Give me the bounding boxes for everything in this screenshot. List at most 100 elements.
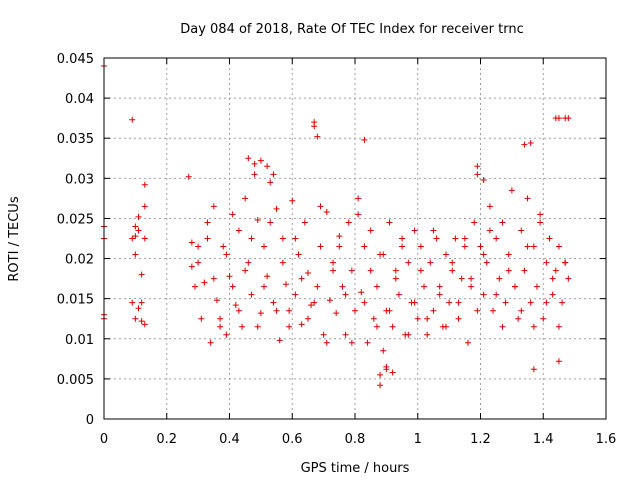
data-point: [129, 299, 136, 306]
data-point: [141, 181, 148, 188]
data-point: [549, 291, 556, 298]
x-tick-label: 1: [414, 432, 422, 447]
data-point: [405, 331, 412, 338]
data-point: [223, 331, 230, 338]
data-point: [132, 223, 139, 230]
y-tick-label: 0.01: [65, 333, 94, 348]
data-point: [235, 227, 242, 234]
data-point: [330, 267, 337, 274]
data-point: [138, 299, 145, 306]
data-point: [195, 259, 202, 266]
data-point: [188, 239, 195, 246]
data-point: [330, 259, 337, 266]
data-point: [141, 235, 148, 242]
data-point: [251, 171, 258, 178]
data-point: [405, 259, 412, 266]
data-point: [414, 315, 421, 322]
data-point: [480, 251, 487, 258]
data-point: [389, 323, 396, 330]
data-point: [308, 302, 315, 309]
data-point: [477, 243, 484, 250]
data-point: [210, 275, 217, 282]
data-point: [373, 323, 380, 330]
data-point: [323, 209, 330, 216]
data-point: [555, 243, 562, 250]
data-point: [565, 115, 572, 122]
data-point: [226, 273, 233, 280]
data-point: [204, 219, 211, 226]
data-point: [264, 163, 271, 170]
data-point: [364, 339, 371, 346]
data-point: [129, 235, 136, 242]
data-point: [326, 297, 333, 304]
data-point: [399, 243, 406, 250]
y-tick-label: 0.03: [65, 172, 94, 187]
gridlines: [104, 58, 606, 419]
data-point: [380, 347, 387, 354]
data-point: [345, 219, 352, 226]
data-point: [355, 195, 362, 202]
data-point: [380, 251, 387, 258]
data-point: [248, 291, 255, 298]
data-point: [468, 275, 475, 282]
data-point: [286, 307, 293, 314]
data-point: [267, 179, 274, 186]
data-point: [527, 140, 534, 147]
data-point: [248, 235, 255, 242]
data-point: [424, 331, 431, 338]
data-point: [392, 267, 399, 274]
data-point: [417, 267, 424, 274]
data-point: [461, 243, 468, 250]
data-point: [455, 315, 462, 322]
data-point: [490, 307, 497, 314]
data-point: [559, 299, 566, 306]
data-point: [464, 339, 471, 346]
data-point: [286, 323, 293, 330]
data-point: [421, 283, 428, 290]
data-point: [254, 323, 261, 330]
data-point: [537, 219, 544, 226]
y-tick-label: 0.025: [57, 212, 94, 227]
data-point: [217, 315, 224, 322]
data-point: [436, 283, 443, 290]
data-point: [314, 133, 321, 140]
data-point: [232, 302, 239, 309]
data-point: [480, 291, 487, 298]
data-point: [562, 259, 569, 266]
data-point: [220, 243, 227, 250]
x-tick-label: 0.2: [156, 432, 177, 447]
data-point: [198, 315, 205, 322]
data-point: [279, 235, 286, 242]
data-point: [386, 307, 393, 314]
data-point: [339, 283, 346, 290]
data-point: [336, 243, 343, 250]
x-tick-label: 0.4: [219, 432, 240, 447]
data-point: [304, 269, 311, 276]
data-point: [361, 299, 368, 306]
data-point: [242, 267, 249, 274]
x-tick-label: 0.6: [282, 432, 303, 447]
data-point: [333, 310, 340, 317]
data-point: [505, 267, 512, 274]
data-point: [386, 219, 393, 226]
data-point: [361, 243, 368, 250]
data-point: [430, 227, 437, 234]
data-point: [468, 283, 475, 290]
data-point: [201, 279, 208, 286]
y-tick-label: 0.035: [57, 132, 94, 147]
data-point: [323, 339, 330, 346]
data-point: [383, 366, 390, 373]
data-point: [267, 219, 274, 226]
data-point: [191, 283, 198, 290]
data-point: [430, 307, 437, 314]
data-point: [474, 171, 481, 178]
data-point: [348, 339, 355, 346]
y-tick-label: 0.04: [65, 92, 94, 107]
chart-title: Day 084 of 2018, Rate Of TEC Index for r…: [180, 22, 524, 37]
data-point: [257, 310, 264, 317]
data-point: [317, 243, 324, 250]
data-point: [132, 251, 139, 258]
x-tick-label: 1.6: [596, 432, 617, 447]
data-point: [555, 358, 562, 365]
